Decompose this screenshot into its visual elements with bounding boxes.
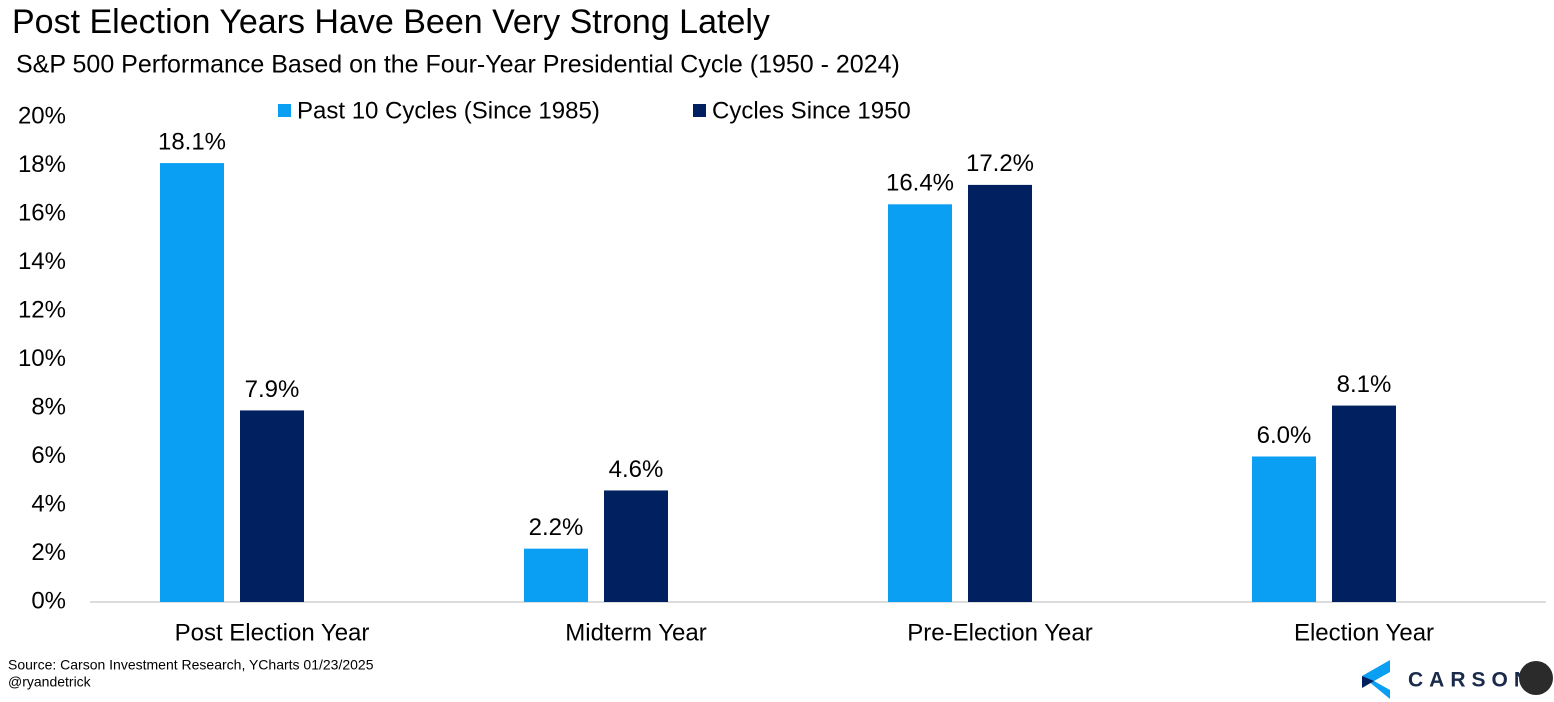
y-tick-label: 16% [18,199,66,226]
logo-mark [1362,676,1374,688]
y-tick-label: 18% [18,151,66,178]
logo: CARSON [1362,660,1553,699]
y-tick-label: 14% [18,248,66,275]
y-tick-label: 6% [31,442,66,469]
logo-text: CARSON [1408,669,1535,692]
data-label: 4.6% [609,456,664,483]
y-tick-label: 2% [31,539,66,566]
y-tick-label: 10% [18,345,66,372]
bar [968,184,1032,602]
legend-swatch [278,104,291,117]
handle: @ryandetrick [8,674,92,690]
bar [1332,405,1396,602]
legend-swatch [693,104,706,117]
data-label: 2.2% [529,514,584,541]
bar [604,490,668,602]
y-tick-label: 12% [18,296,66,323]
overlay-icon[interactable] [1519,661,1553,695]
source: Source: Carson Investment Research, YCha… [8,657,374,673]
data-label: 6.0% [1257,422,1312,449]
chart-title: Post Election Years Have Been Very Stron… [12,3,770,41]
bar [160,163,224,602]
x-tick-label: Post Election Year [175,619,370,646]
logo-mark [1362,660,1390,699]
bar [888,204,952,603]
legend-label: Cycles Since 1950 [712,97,911,124]
bar [240,410,304,602]
data-label: 18.1% [158,128,226,155]
chart-subtitle: S&P 500 Performance Based on the Four-Ye… [16,51,900,79]
x-tick-label: Pre-Election Year [907,619,1092,646]
legend-label: Past 10 Cycles (Since 1985) [297,97,600,124]
y-tick-label: 20% [18,102,66,129]
bar [1252,456,1316,602]
data-label: 16.4% [886,170,954,197]
bar [524,548,588,602]
data-label: 7.9% [245,376,300,403]
x-tick-label: Midterm Year [565,619,706,646]
data-label: 8.1% [1337,371,1392,398]
data-label: 17.2% [966,150,1034,177]
y-tick-label: 0% [31,587,66,614]
x-tick-label: Election Year [1294,619,1434,646]
y-tick-label: 4% [31,490,66,517]
y-tick-label: 8% [31,393,66,420]
